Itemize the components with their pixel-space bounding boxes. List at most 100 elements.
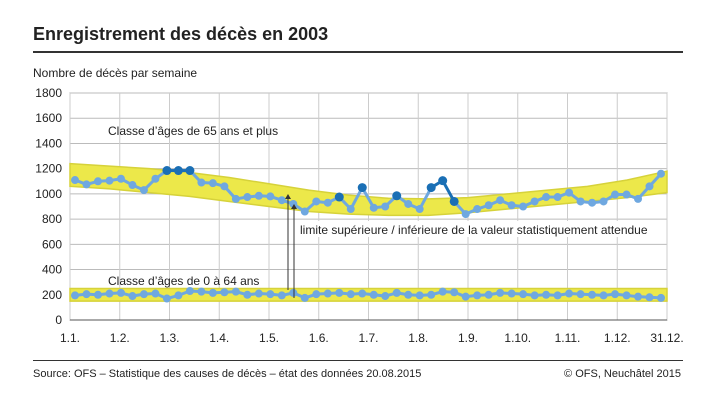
data-point: [185, 286, 194, 295]
data-point: [657, 169, 665, 178]
data-point: [197, 287, 206, 296]
y-tick-label: 0: [55, 313, 62, 327]
data-point: [588, 290, 597, 299]
data-point: [231, 194, 240, 203]
data-point: [519, 290, 528, 299]
data-point: [427, 290, 436, 299]
data-point: [208, 288, 217, 297]
data-point: [231, 287, 240, 296]
y-tick-label: 600: [42, 237, 62, 251]
data-point: [185, 166, 195, 176]
data-point: [243, 193, 252, 202]
data-point: [254, 191, 263, 200]
x-tick-label: 1.12.: [604, 331, 631, 345]
data-point: [300, 207, 309, 216]
data-point: [323, 289, 332, 298]
data-point: [634, 194, 643, 203]
data-point: [622, 291, 631, 300]
y-tick-label: 1800: [35, 86, 62, 100]
chart-title: Enregistrement des décès en 2003: [33, 24, 329, 44]
footer-rule: [33, 360, 683, 361]
x-tick-label: 1.5.: [259, 331, 279, 345]
y-tick-label: 400: [42, 263, 62, 277]
data-point: [553, 291, 562, 300]
data-point: [599, 291, 608, 300]
data-point: [576, 197, 585, 206]
data-point: [93, 290, 102, 299]
data-point: [116, 288, 125, 297]
data-point: [645, 293, 654, 302]
data-point: [289, 199, 298, 208]
data-point: [438, 287, 447, 296]
data-point: [220, 288, 229, 297]
data-point: [334, 192, 344, 202]
data-point: [392, 288, 401, 297]
copyright: © OFS, Neuchâtel 2015: [564, 368, 681, 380]
data-point: [461, 292, 470, 301]
y-tick-label: 1200: [35, 162, 62, 176]
data-point: [266, 192, 275, 201]
data-point: [438, 176, 448, 186]
data-point: [404, 199, 413, 208]
x-tick-label: 1.10.: [504, 331, 531, 345]
data-point: [507, 201, 516, 210]
data-point: [576, 290, 585, 299]
data-point: [369, 290, 378, 299]
data-point: [461, 210, 470, 219]
data-point: [611, 290, 620, 299]
data-point: [484, 290, 493, 299]
data-point: [346, 290, 355, 299]
y-axis-label: Nombre de décès par semaine: [33, 66, 198, 80]
data-point: [496, 288, 505, 297]
data-point: [162, 294, 171, 303]
data-point: [622, 190, 631, 199]
x-tick-label: 1.8.: [408, 331, 428, 345]
data-point: [277, 291, 286, 300]
data-point: [530, 197, 539, 206]
data-point: [381, 292, 390, 301]
data-point: [162, 166, 172, 176]
annotation-bg: [296, 221, 664, 237]
series-label-0-64: Classe d’âges de 0 à 64 ans: [108, 274, 259, 288]
data-point: [381, 202, 390, 211]
data-point: [392, 191, 402, 201]
data-point: [139, 290, 148, 299]
data-point: [553, 193, 562, 202]
arrow-icon: [285, 194, 291, 199]
data-point: [300, 293, 309, 302]
y-tick-label: 1400: [35, 136, 62, 150]
data-point: [82, 290, 91, 299]
data-point: [266, 290, 275, 299]
y-tick-label: 1600: [35, 111, 62, 125]
data-point: [357, 183, 367, 193]
data-point: [71, 291, 79, 300]
data-point: [220, 182, 229, 191]
data-point: [449, 196, 459, 206]
data-point: [473, 291, 482, 300]
data-point: [565, 289, 574, 298]
data-point: [588, 198, 597, 207]
data-point: [473, 205, 482, 214]
band-annotation: limite supérieure / inférieure de la val…: [300, 223, 648, 237]
y-tick-label: 200: [42, 288, 62, 302]
data-point: [116, 174, 125, 183]
data-point: [530, 291, 539, 300]
x-tick-label: 1.1.: [60, 331, 80, 345]
data-point: [450, 288, 459, 297]
x-tick-label: 1.11.: [555, 331, 581, 345]
data-point: [151, 174, 160, 183]
data-point: [484, 201, 493, 210]
data-point: [415, 205, 424, 214]
data-point: [519, 202, 528, 211]
data-point: [358, 289, 367, 298]
data-point: [565, 188, 574, 197]
data-point: [507, 289, 516, 298]
data-point: [496, 196, 505, 205]
data-point: [404, 290, 413, 299]
x-tick-label: 31.12.: [650, 331, 683, 345]
data-point: [415, 291, 424, 300]
data-point: [197, 178, 206, 187]
x-tick-label: 1.2.: [110, 331, 130, 345]
data-point: [611, 190, 620, 199]
